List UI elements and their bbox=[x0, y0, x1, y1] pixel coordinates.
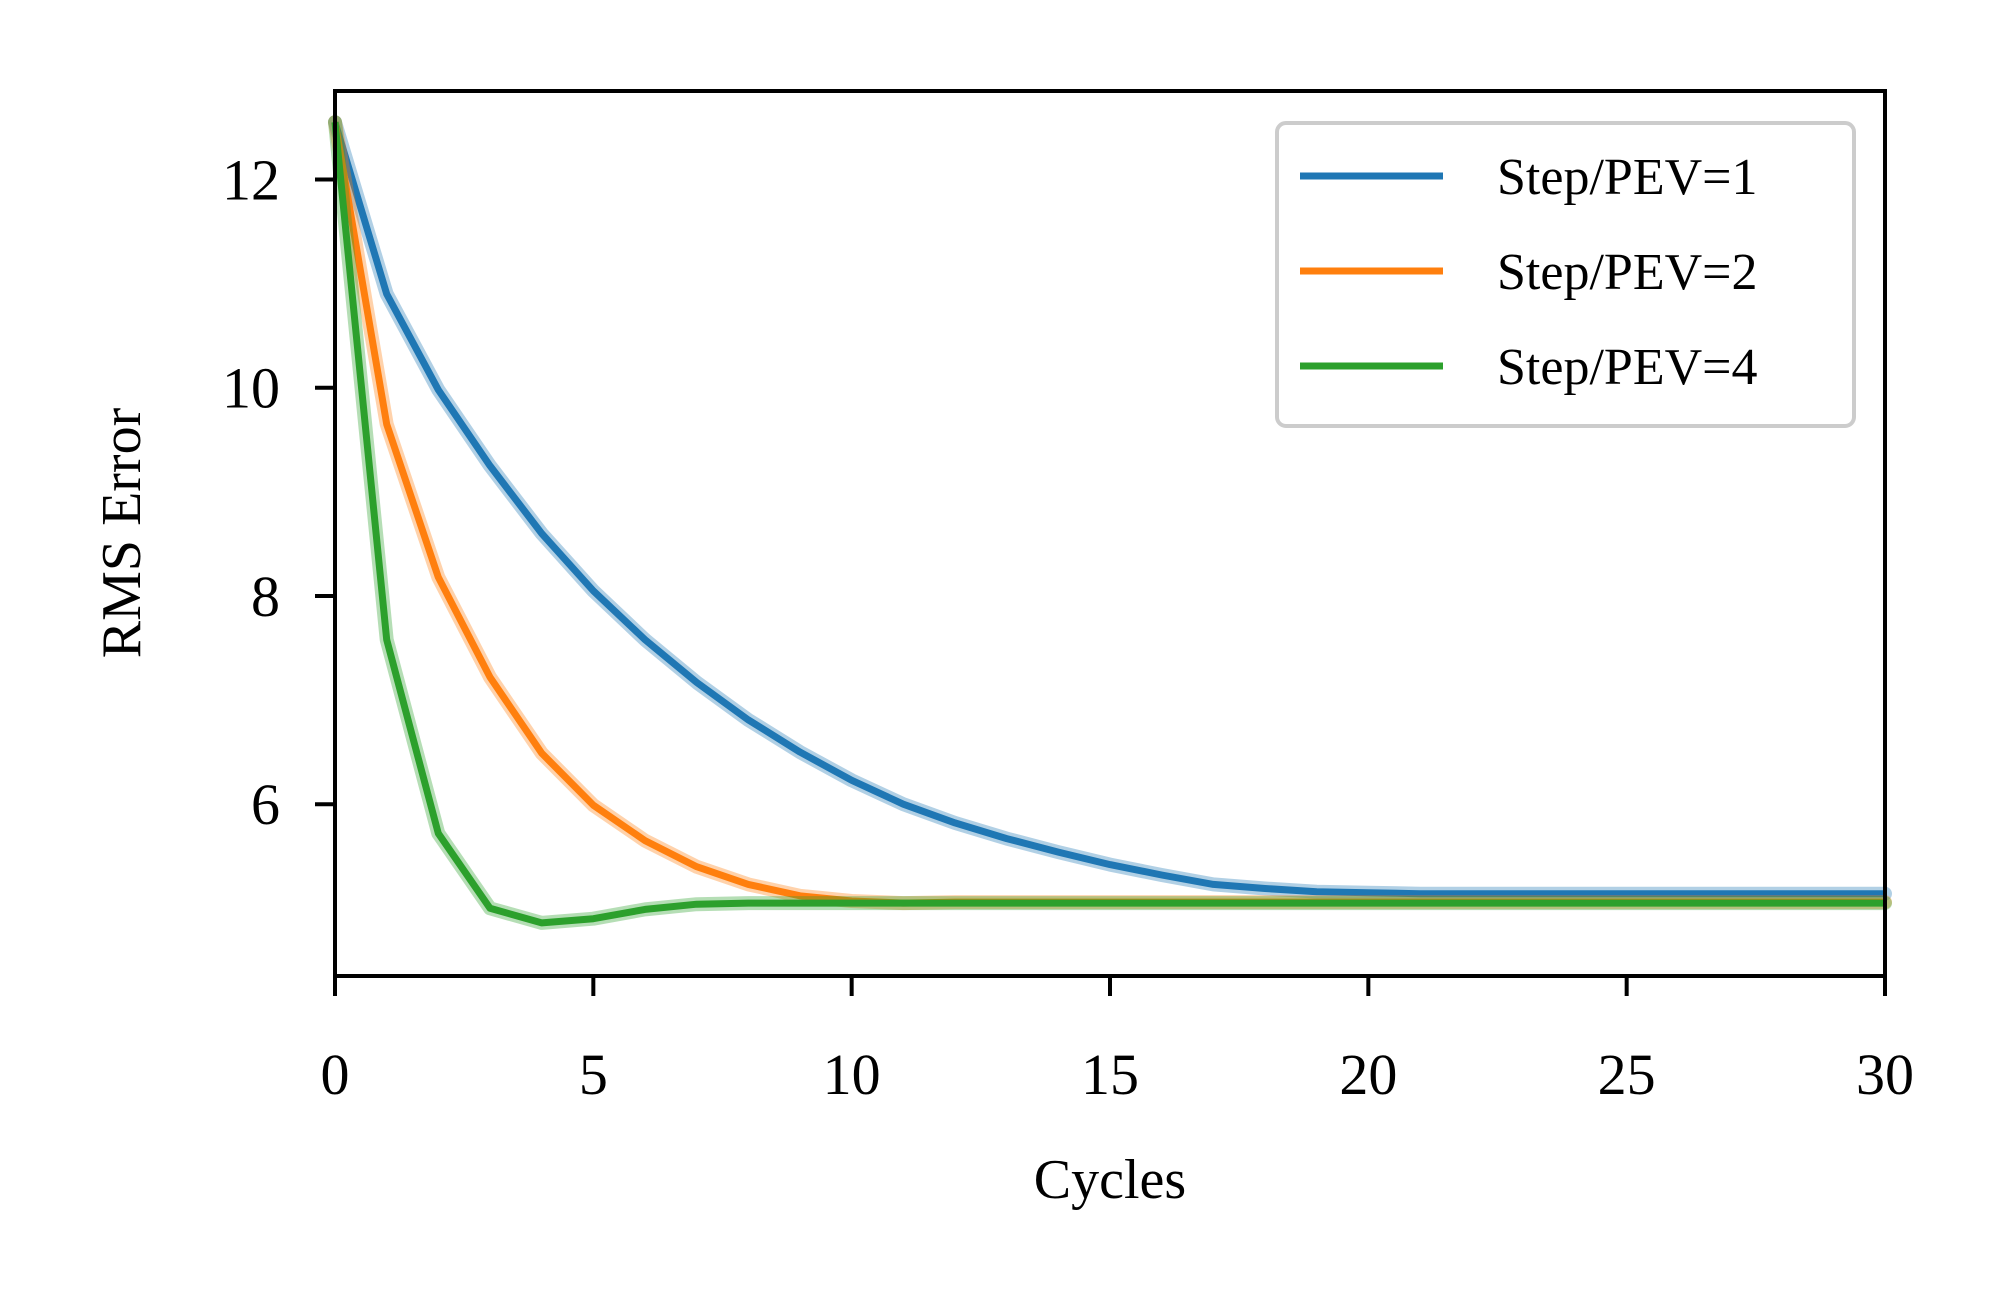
x-axis-ticks: 0 5 10 15 20 25 30 bbox=[321, 976, 1914, 1107]
x-tick-label: 20 bbox=[1339, 1042, 1397, 1107]
y-axis-label: RMS Error bbox=[91, 407, 153, 658]
legend-label-2: Step/PEV=2 bbox=[1497, 244, 1757, 301]
x-tick-label: 0 bbox=[321, 1042, 350, 1107]
x-axis-label: Cycles bbox=[1034, 1149, 1186, 1211]
x-tick-label: 10 bbox=[823, 1042, 881, 1107]
legend-label-1: Step/PEV=1 bbox=[1497, 149, 1757, 206]
legend-label-3: Step/PEV=4 bbox=[1497, 339, 1757, 396]
y-axis-ticks: 6 8 10 12 bbox=[222, 148, 335, 837]
y-tick-label: 6 bbox=[251, 772, 280, 837]
legend-box bbox=[1275, 121, 1856, 428]
series-line-1 bbox=[331, 121, 1885, 898]
y-tick-label: 10 bbox=[222, 356, 280, 421]
x-tick-label: 25 bbox=[1598, 1042, 1656, 1107]
legend: Step/PEV=1 Step/PEV=2 Step/PEV=4 bbox=[1275, 121, 1856, 428]
y-tick-label: 12 bbox=[222, 148, 280, 213]
y-tick-label: 8 bbox=[251, 564, 280, 629]
series-lines bbox=[328, 115, 1892, 930]
x-tick-label: 5 bbox=[579, 1042, 608, 1107]
series-line-3 bbox=[331, 121, 1885, 927]
x-tick-label: 15 bbox=[1081, 1042, 1139, 1107]
x-tick-label: 30 bbox=[1856, 1042, 1914, 1107]
